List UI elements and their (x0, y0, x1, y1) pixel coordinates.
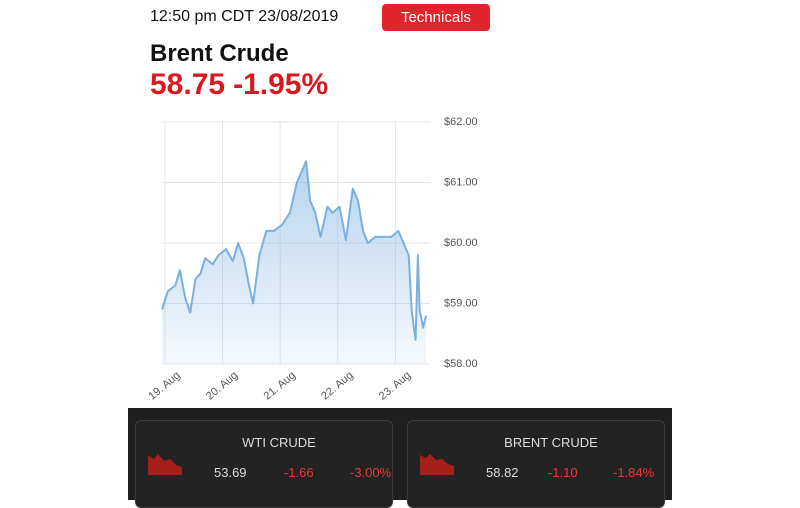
quote: 58.75 -1.95% (150, 68, 336, 102)
technicals-button[interactable]: Technicals (382, 4, 490, 31)
x-tick-label: 20. Aug (204, 369, 240, 402)
card-percent: -3.00% (350, 465, 392, 480)
timestamp: 12:50 pm CDT 23/08/2019 (150, 8, 339, 25)
y-tick-label: $58.00 (444, 358, 478, 370)
area-fill (162, 161, 426, 364)
price: 58.75 (150, 68, 226, 101)
x-tick-label: 22. Aug (319, 369, 355, 402)
x-tick-label: 19. Aug (146, 369, 182, 402)
x-tick-label: 21. Aug (262, 369, 298, 402)
chart: $58.00 $59.00 $60.00 $61.00 $62.00 19. Aug 20.… (146, 116, 478, 403)
mini-chart-icon (420, 454, 454, 475)
card-percent: -1.84% (613, 465, 655, 480)
y-tick-label: $59.00 (444, 297, 478, 309)
card-change: -1.66 (284, 465, 314, 480)
markets-panel: WTI CRUDE 53.69 -1.66 -3.00% BRENT CRUDE… (128, 408, 672, 508)
y-tick-label: $62.00 (444, 116, 478, 128)
card-price: 58.82 (486, 465, 519, 480)
card-change: -1.10 (548, 465, 578, 480)
y-tick-label: $61.00 (444, 176, 478, 188)
market-card[interactable]: WTI CRUDE 53.69 -1.66 -3.00% (135, 420, 393, 508)
card-name: WTI CRUDE (242, 435, 316, 450)
mini-chart-icon (148, 454, 182, 475)
change: -1.95% (233, 68, 329, 101)
y-tick-label: $60.00 (444, 237, 478, 249)
price-line (161, 160, 427, 341)
x-tick-label: 23. Aug (377, 369, 413, 402)
card-name: BRENT CRUDE (504, 435, 598, 450)
instrument-title: Brent Crude (150, 40, 289, 67)
card-price: 53.69 (214, 465, 247, 480)
market-card[interactable]: BRENT CRUDE 58.82 -1.10 -1.84% (407, 420, 665, 508)
